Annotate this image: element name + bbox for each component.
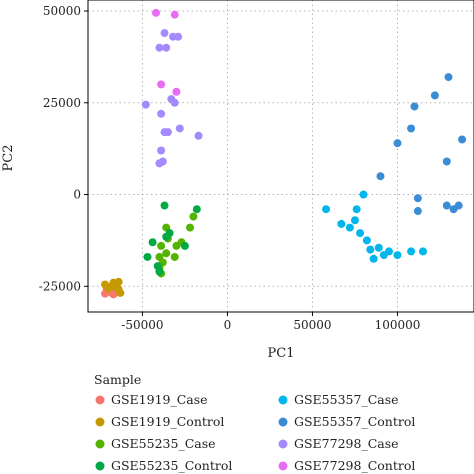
y-axis-title: PC2 [1, 145, 16, 172]
legend-label: GSE77298_Case [294, 436, 399, 451]
data-point [454, 201, 463, 210]
ticks-layer: -50000 0 50000 100000 -25000 0 25000 50000 [39, 4, 421, 332]
data-point [180, 241, 189, 250]
x-tick-label: 100000 [375, 318, 421, 332]
data-point [170, 10, 179, 19]
x-tick-label: -50000 [121, 318, 163, 332]
data-point [157, 146, 166, 155]
data-point [369, 254, 378, 263]
data-point [162, 249, 171, 258]
data-point [116, 288, 125, 297]
data-point [442, 157, 451, 166]
data-point [163, 128, 172, 137]
data-point [444, 73, 453, 82]
legend-swatch [95, 417, 105, 427]
legend: GSE1919_Case GSE1919_Control GSE55235_Case… [95, 392, 415, 473]
legend-swatch [278, 461, 288, 471]
legend-label: GSE55357_Case [294, 392, 399, 407]
grid-layer [88, 0, 474, 312]
data-point [141, 100, 150, 109]
data-point [143, 252, 152, 261]
data-point [170, 98, 179, 107]
data-point [170, 252, 179, 261]
data-point [384, 247, 393, 256]
data-point [155, 43, 164, 52]
data-point [157, 241, 166, 250]
legend-swatch [95, 395, 105, 405]
data-point [155, 159, 164, 168]
data-point [356, 229, 365, 238]
data-point [359, 190, 368, 199]
legend-label: GSE55235_Control [111, 458, 232, 473]
data-point [350, 216, 359, 225]
data-point [374, 243, 383, 252]
legend-label: GSE55357_Control [294, 414, 415, 429]
legend-label: GSE1919_Case [111, 392, 208, 407]
data-point [165, 229, 174, 238]
legend-swatch [278, 395, 288, 405]
data-point [155, 252, 164, 261]
data-point [160, 29, 169, 38]
legend-label: GSE55235_Case [111, 436, 216, 451]
data-point [194, 131, 203, 140]
y-tick-label: 50000 [43, 4, 81, 18]
data-point [430, 91, 439, 100]
legend-title: Sample [94, 372, 141, 387]
data-point [104, 284, 113, 293]
data-point [407, 247, 416, 256]
data-point [192, 205, 201, 214]
data-point [157, 80, 166, 89]
data-point [157, 109, 166, 118]
points-layer [101, 8, 467, 299]
data-point [345, 223, 354, 232]
x-tick-label: 50000 [293, 318, 331, 332]
data-point [175, 124, 184, 133]
data-point [366, 245, 375, 254]
data-point [376, 172, 385, 181]
data-point [393, 139, 402, 148]
data-point [162, 43, 171, 52]
data-point [393, 251, 402, 260]
data-point [418, 247, 427, 256]
legend-swatch [95, 461, 105, 471]
legend-label: GSE77298_Control [294, 458, 415, 473]
y-tick-label: 25000 [43, 96, 81, 110]
data-point [458, 135, 467, 144]
data-point [362, 236, 371, 245]
data-point [148, 238, 157, 247]
data-point [413, 207, 422, 216]
data-point [189, 212, 198, 221]
legend-swatch [278, 417, 288, 427]
data-point [337, 219, 346, 228]
data-point [322, 205, 331, 214]
plot-frame [87, 0, 474, 313]
legend-swatch [95, 439, 105, 449]
data-point [186, 223, 195, 232]
data-point [172, 87, 181, 96]
data-point [160, 201, 169, 210]
y-tick-label: 0 [73, 188, 81, 202]
data-point [174, 32, 183, 41]
data-point [152, 8, 161, 17]
data-point [442, 201, 451, 210]
data-point [407, 124, 416, 133]
data-point [172, 241, 181, 250]
data-point [155, 267, 164, 276]
data-point [413, 194, 422, 203]
legend-swatch [278, 439, 288, 449]
data-point [410, 102, 419, 111]
legend-label: GSE1919_Control [111, 414, 224, 429]
y-tick-label: -25000 [39, 279, 81, 293]
x-axis-title: PC1 [268, 346, 295, 361]
data-point [352, 205, 361, 214]
x-tick-label: 0 [224, 318, 232, 332]
